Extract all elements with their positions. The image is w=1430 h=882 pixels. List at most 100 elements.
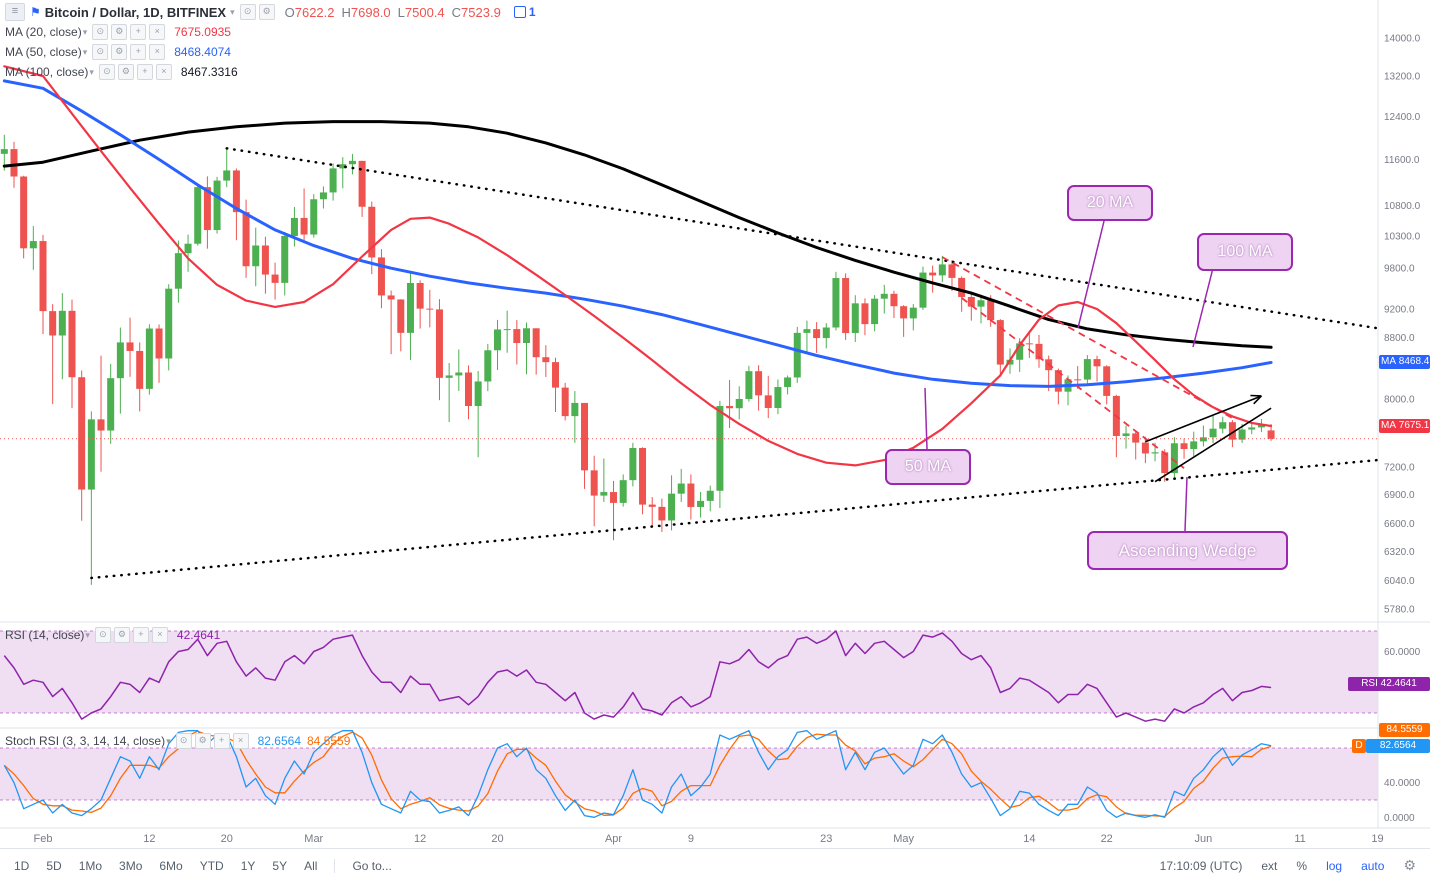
- symbol-title[interactable]: Bitcoin / Dollar, 1D, BITFINEX: [44, 4, 227, 20]
- chevron-down-icon[interactable]: ▾: [82, 26, 88, 37]
- close-icon-button[interactable]: ×: [149, 44, 166, 60]
- trendline[interactable]: [90, 458, 1379, 580]
- chevron-down-icon[interactable]: ▾: [82, 46, 88, 57]
- trendline[interactable]: [1154, 407, 1272, 483]
- menu-icon[interactable]: ≡: [5, 3, 25, 21]
- settings-icon-button[interactable]: ⚙: [194, 733, 211, 749]
- close-icon-button[interactable]: ×: [151, 627, 168, 643]
- bottom-toolbar: 1D 5D 1Mo 3Mo 6Mo YTD 1Y 5Y All Go to...…: [0, 848, 1430, 882]
- rsi-line[interactable]: [3, 630, 1272, 722]
- close-icon-button[interactable]: ×: [155, 64, 172, 80]
- add-icon-button[interactable]: +: [136, 64, 153, 80]
- svg-text:0.0000: 0.0000: [1384, 813, 1415, 824]
- range-3mo-button[interactable]: 3Mo: [119, 858, 143, 873]
- chart-canvas[interactable]: 14000.0 13200.0 12400.0 11600.0 10800.0 10300…: [0, 0, 1430, 848]
- callout-ascending-wedge[interactable]: Ascending Wedge: [1087, 531, 1288, 570]
- trendline[interactable]: [1145, 395, 1262, 443]
- callout-100ma-text: 100 MA: [1217, 243, 1273, 260]
- percent-scale-toggle[interactable]: %: [1296, 858, 1308, 873]
- indicator-value: 8467.3316: [180, 65, 238, 79]
- ext-toggle[interactable]: ext: [1261, 858, 1278, 873]
- range-1mo-button[interactable]: 1Mo: [78, 858, 103, 873]
- eye-icon-button[interactable]: ⊙: [94, 627, 111, 643]
- close-icon-button[interactable]: ×: [149, 24, 166, 40]
- eye-icon-button[interactable]: ⊙: [98, 64, 115, 80]
- close-icon-button[interactable]: ×: [232, 733, 249, 749]
- trendline[interactable]: [225, 147, 1379, 330]
- eye-icon-button[interactable]: ⊙: [92, 24, 109, 40]
- counter-icon[interactable]: [513, 6, 526, 18]
- trendline[interactable]: [941, 256, 1233, 419]
- svg-text:11600.0: 11600.0: [1384, 155, 1420, 166]
- callout-20ma[interactable]: 20 MA: [1067, 185, 1153, 221]
- svg-text:Mar: Mar: [304, 833, 323, 845]
- indicator-label[interactable]: MA (20, close): [5, 25, 82, 39]
- add-icon-button[interactable]: +: [130, 44, 147, 60]
- svg-text:11: 11: [1294, 833, 1305, 845]
- stoch-d-value-badge: 84.5559: [1379, 723, 1430, 737]
- svg-text:10300.0: 10300.0: [1384, 232, 1421, 243]
- range-6mo-button[interactable]: 6Mo: [159, 858, 183, 873]
- range-1y-button[interactable]: 1Y: [240, 858, 256, 873]
- ohlc-high-value: 7698.0: [350, 4, 391, 20]
- indicator-label[interactable]: RSI (14, close): [5, 628, 85, 642]
- time-axis[interactable]: Feb 12 20 Mar 12 20 Apr 9 23 May 14 22 Jun 11 19: [34, 833, 1384, 845]
- log-scale-toggle[interactable]: log: [1326, 858, 1343, 873]
- svg-text:9200.0: 9200.0: [1384, 304, 1415, 315]
- goto-button[interactable]: Go to...: [352, 858, 392, 873]
- settings-icon-button[interactable]: ⚙: [111, 24, 128, 40]
- chevron-down-icon: ▾: [230, 6, 235, 17]
- settings-icon-button[interactable]: ⚙: [113, 627, 130, 643]
- chevron-down-icon[interactable]: ▾: [89, 66, 94, 77]
- svg-text:Apr: Apr: [605, 833, 622, 845]
- ma50-line[interactable]: [2, 79, 1273, 388]
- rsi-value-badge: RSI 42.4641: [1348, 677, 1430, 691]
- gear-icon[interactable]: ⚙: [1403, 857, 1416, 873]
- svg-text:8800.0: 8800.0: [1384, 333, 1415, 344]
- indicator-label[interactable]: Stoch RSI (3, 3, 14, 14, close): [5, 734, 166, 748]
- trendline[interactable]: [961, 297, 1185, 469]
- add-icon-button[interactable]: +: [132, 627, 149, 643]
- indicator-label[interactable]: MA (100, close): [5, 65, 89, 79]
- settings-icon-button[interactable]: ⚙: [117, 64, 134, 80]
- add-icon-button[interactable]: +: [130, 24, 147, 40]
- price-axis[interactable]: 14000.0 13200.0 12400.0 11600.0 10800.0 10300…: [1384, 34, 1421, 824]
- range-5y-button[interactable]: 5Y: [272, 858, 288, 873]
- flag-icon[interactable]: ⚑: [30, 5, 41, 19]
- range-selector: 1D 5D 1Mo 3Mo 6Mo YTD 1Y 5Y All Go to...: [14, 858, 409, 873]
- indicator-label[interactable]: MA (50, close): [5, 45, 82, 59]
- callout-100ma[interactable]: 100 MA: [1197, 233, 1293, 271]
- chevron-down-icon[interactable]: ▾: [166, 735, 171, 746]
- svg-text:6600.0: 6600.0: [1384, 519, 1415, 530]
- eye-icon-button[interactable]: ⊙: [92, 44, 109, 60]
- svg-text:9: 9: [688, 833, 694, 845]
- counter-value[interactable]: 1: [528, 5, 536, 19]
- indicator-value: 7675.0935: [174, 25, 231, 39]
- trendlines-layer[interactable]: [90, 147, 1379, 580]
- eye-icon-button[interactable]: ⊙: [175, 733, 192, 749]
- range-ytd-button[interactable]: YTD: [199, 858, 224, 873]
- svg-text:20: 20: [491, 833, 503, 845]
- settings-icon-button[interactable]: ⚙: [111, 44, 128, 60]
- indicator-value: 42.4641: [176, 628, 221, 642]
- range-1d-button[interactable]: 1D: [14, 858, 30, 873]
- settings-icon-button[interactable]: ⚙: [258, 4, 275, 20]
- compare-icon-button[interactable]: ⊙: [239, 4, 256, 20]
- indicator-row-ma50: MA (50, close) ▾ ⊙ ⚙ + × 8468.4074: [5, 42, 536, 62]
- range-all-button[interactable]: All: [304, 858, 318, 873]
- add-icon-button[interactable]: +: [213, 733, 230, 749]
- ohlc-readout: O7622.2 H7698.0 L7500.4 C7523.9: [285, 5, 508, 20]
- arrowhead-icon: [1253, 395, 1262, 405]
- stoch-legend: Stoch RSI (3, 3, 14, 14, close) ▾ ⊙ ⚙ + …: [5, 731, 350, 751]
- chevron-down-icon[interactable]: ▾: [85, 629, 90, 640]
- svg-text:23: 23: [820, 833, 832, 845]
- ma100-line[interactable]: [2, 120, 1273, 349]
- auto-scale-toggle[interactable]: auto: [1361, 858, 1385, 873]
- callout-20ma-text: 20 MA: [1086, 194, 1134, 211]
- callout-50ma[interactable]: 50 MA: [885, 449, 971, 485]
- callout-pointers: [924, 216, 1214, 532]
- ma20-price-badge: MA 7675.1: [1379, 419, 1430, 433]
- ma20-line[interactable]: [3, 65, 1273, 467]
- range-5d-button[interactable]: 5D: [46, 858, 62, 873]
- svg-text:12400.0: 12400.0: [1384, 112, 1421, 123]
